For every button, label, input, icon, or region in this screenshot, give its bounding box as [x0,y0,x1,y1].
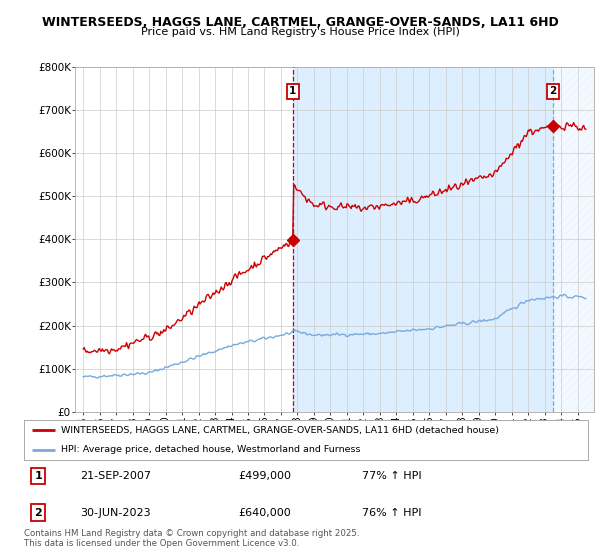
Text: WINTERSEEDS, HAGGS LANE, CARTMEL, GRANGE-OVER-SANDS, LA11 6HD: WINTERSEEDS, HAGGS LANE, CARTMEL, GRANGE… [41,16,559,29]
Text: 21-SEP-2007: 21-SEP-2007 [80,471,151,481]
Text: 77% ↑ HPI: 77% ↑ HPI [362,471,422,481]
Text: 30-JUN-2023: 30-JUN-2023 [80,507,151,517]
Text: 1: 1 [34,471,42,481]
Text: 76% ↑ HPI: 76% ↑ HPI [362,507,422,517]
Text: £499,000: £499,000 [238,471,292,481]
Text: Price paid vs. HM Land Registry's House Price Index (HPI): Price paid vs. HM Land Registry's House … [140,27,460,37]
Text: WINTERSEEDS, HAGGS LANE, CARTMEL, GRANGE-OVER-SANDS, LA11 6HD (detached house): WINTERSEEDS, HAGGS LANE, CARTMEL, GRANGE… [61,426,499,435]
Text: 2: 2 [34,507,42,517]
Text: £640,000: £640,000 [238,507,291,517]
Text: HPI: Average price, detached house, Westmorland and Furness: HPI: Average price, detached house, West… [61,445,360,454]
Bar [553,67,594,412]
Text: 2: 2 [549,86,556,96]
Text: 1: 1 [289,86,296,96]
Bar [293,67,553,412]
Text: Contains HM Land Registry data © Crown copyright and database right 2025.
This d: Contains HM Land Registry data © Crown c… [24,529,359,548]
